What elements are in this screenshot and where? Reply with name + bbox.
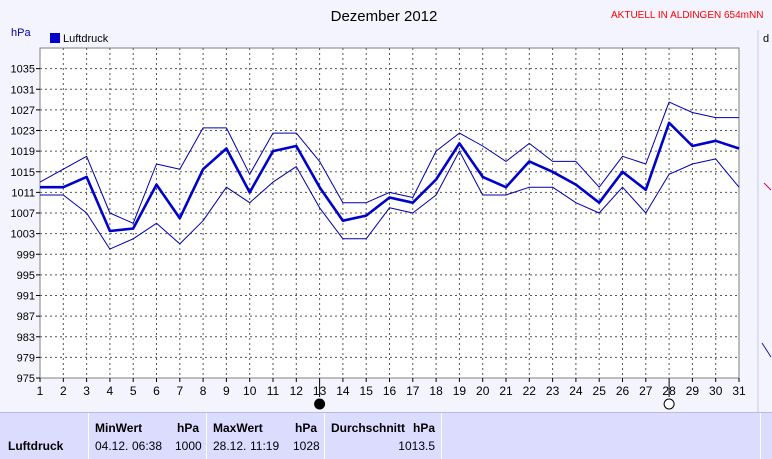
max-value: 1028: [293, 439, 320, 453]
statistics-panel: Luftdruck MinWert hPa 04.12. 06:38 1000 …: [0, 412, 772, 459]
x-tick-label: 24: [569, 384, 583, 398]
legend: Luftdruck: [50, 33, 109, 45]
right-edge-decoration: [757, 30, 772, 412]
x-tick-label: 16: [383, 384, 397, 398]
x-tick-label: 9: [223, 384, 230, 398]
x-axis-ticks: 1 2 3 4 5 6 7 8 9 10 11 12 13 14 15 16 17 18 19 20 21 22 23 24 2…: [37, 378, 746, 398]
x-tick-label: 8: [200, 384, 207, 398]
stats-edge: [760, 413, 772, 459]
x-tick-label: 20: [476, 384, 490, 398]
x-tick-label: 14: [336, 384, 350, 398]
y-tick-label: 995: [17, 270, 35, 282]
legend-label-luftdruck: Luftdruck: [63, 33, 109, 45]
y-tick-label: 991: [17, 291, 35, 303]
max-date: 28.12.: [213, 439, 247, 453]
x-tick-label: 15: [360, 384, 374, 398]
min-value: 1000: [175, 439, 202, 453]
x-tick-label: 23: [546, 384, 560, 398]
series-lines: [39, 101, 740, 250]
stats-row-label: Luftdruck: [8, 439, 64, 453]
min-unit: hPa: [177, 421, 200, 435]
x-tick-label: 30: [709, 384, 723, 398]
cut-off-text-fragment: d: [763, 33, 769, 45]
full-moon-icon: [663, 398, 675, 410]
y-axis-unit-label: hPa: [11, 27, 31, 39]
max-unit: hPa: [295, 421, 318, 435]
chart: Dezember 2012 AKTUELL IN ALDINGEN 654mNN…: [10, 8, 772, 412]
x-tick-label: 19: [453, 384, 467, 398]
x-tick-label: 10: [243, 384, 257, 398]
x-tick-label: 29: [686, 384, 700, 398]
x-tick-label: 27: [639, 384, 653, 398]
x-tick-label: 21: [499, 384, 513, 398]
y-tick-label: 1023: [11, 126, 35, 138]
series-line-mean: [40, 121, 740, 233]
x-tick-label: 11: [267, 384, 280, 398]
y-tick-label: 983: [17, 332, 35, 344]
y-tick-label: 1007: [11, 208, 35, 220]
stats-label-column: Luftdruck: [0, 413, 88, 459]
min-header: MinWert: [95, 421, 143, 435]
y-tick-label: 975: [17, 373, 35, 385]
max-time: 11:19: [250, 439, 280, 453]
x-tick-label: 5: [130, 384, 137, 398]
series-line-min: [40, 150, 740, 250]
stats-max-column: MaxWert hPa 28.12. 11:19 1028: [206, 413, 324, 459]
y-tick-label: 1015: [11, 167, 35, 179]
x-tick-label: 3: [83, 384, 90, 398]
y-tick-label: 987: [17, 311, 35, 323]
y-tick-label: 1027: [11, 105, 35, 117]
max-header: MaxWert: [213, 421, 263, 435]
stats-min-column: MinWert hPa 04.12. 06:38 1000: [88, 413, 206, 459]
legend-swatch-luftdruck: [50, 33, 60, 43]
average-unit: hPa: [413, 421, 436, 435]
stats-average-column: Durchschnitt hPa 1013.5: [324, 413, 442, 459]
moon-markers: [314, 382, 675, 410]
min-date: 04.12.: [95, 439, 129, 453]
x-tick-label: 18: [429, 384, 443, 398]
average-header: Durchschnitt: [331, 421, 406, 435]
y-axis-ticks: 975 979 983 987 991 995 999 1003 1007 1011 1015 101…: [11, 64, 40, 385]
y-tick-label: 1011: [11, 187, 35, 199]
new-moon-icon: [314, 398, 326, 410]
x-tick-label: 4: [107, 384, 114, 398]
y-tick-label: 1035: [11, 64, 35, 76]
min-time: 06:38: [132, 439, 163, 453]
average-value: 1013.5: [398, 439, 435, 453]
y-tick-label: 1019: [11, 146, 35, 158]
live-station-link[interactable]: AKTUELL IN ALDINGEN 654mNN: [611, 10, 763, 21]
y-tick-label: 979: [17, 352, 35, 364]
y-tick-label: 999: [17, 249, 35, 261]
y-tick-label: 1003: [11, 229, 35, 241]
x-tick-label: 1: [37, 384, 44, 398]
chart-title: Dezember 2012: [331, 8, 438, 25]
x-tick-label: 2: [60, 384, 67, 398]
x-tick-label: 25: [593, 384, 607, 398]
y-tick-label: 1031: [11, 84, 35, 96]
x-tick-label: 6: [153, 384, 160, 398]
x-tick-label: 12: [290, 384, 304, 398]
x-tick-label: 26: [616, 384, 630, 398]
x-tick-label: 17: [406, 384, 420, 398]
x-tick-label: 7: [176, 384, 183, 398]
x-tick-label: 22: [523, 384, 537, 398]
x-tick-label: 31: [732, 384, 746, 398]
series-line-max: [39, 101, 739, 224]
